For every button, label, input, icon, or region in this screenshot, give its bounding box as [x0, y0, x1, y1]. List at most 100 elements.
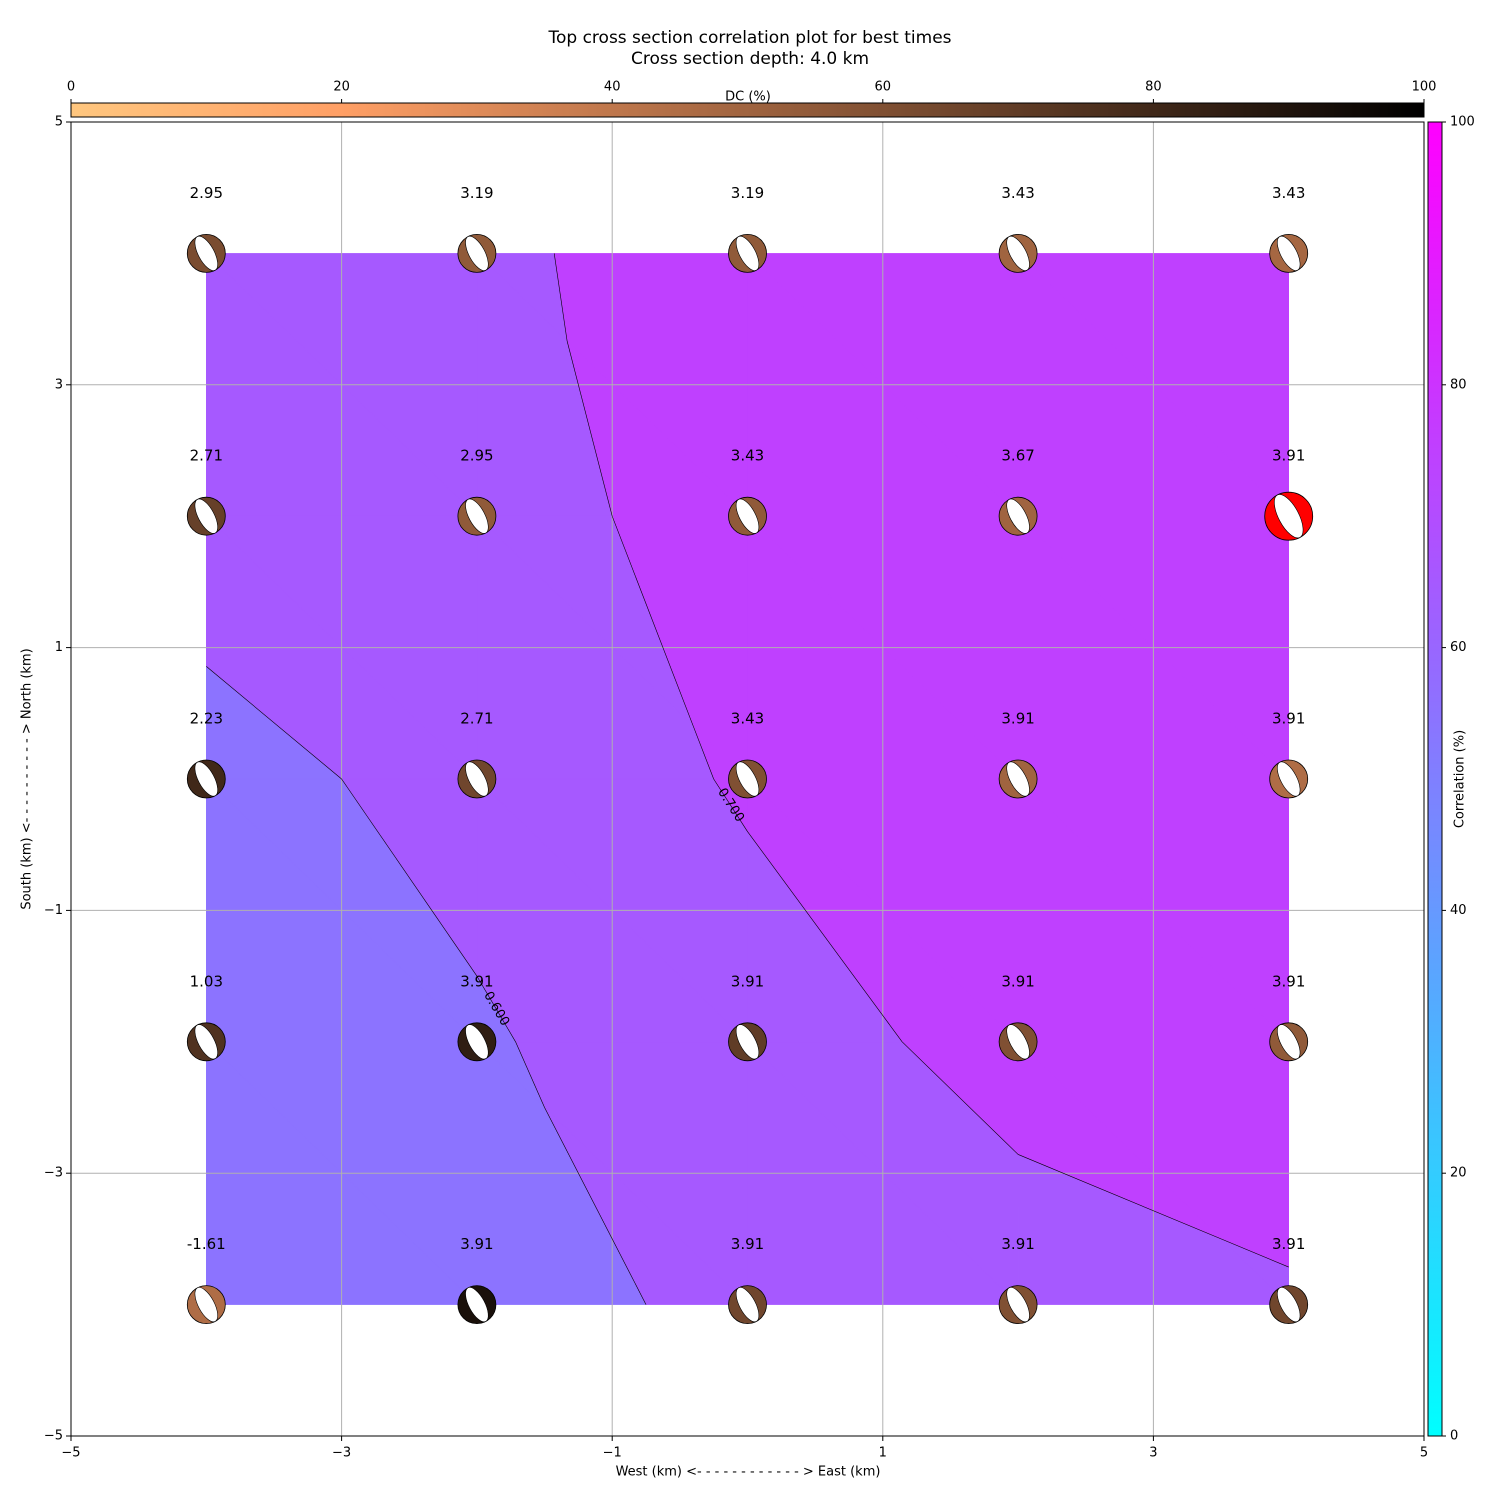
beachball: [457, 1285, 497, 1324]
beachball-dilatation: [735, 235, 760, 271]
beachball: [728, 1022, 767, 1062]
x-tick-label: −5: [61, 1446, 80, 1461]
x-tick-label: −1: [603, 1446, 622, 1461]
beachball-dilatation: [1277, 235, 1301, 271]
x-tick-label: −3: [332, 1446, 351, 1461]
time-label: 3.43: [731, 710, 764, 728]
y-tick-label: 1: [55, 640, 63, 655]
beachball-dilatation: [735, 1024, 760, 1060]
beachball-dilatation: [194, 1024, 218, 1060]
colorbar-tick-label: 100: [1412, 80, 1437, 95]
time-label: 3.19: [731, 184, 764, 202]
beachball-dilatation: [735, 1287, 760, 1323]
time-label: -1.61: [187, 1235, 226, 1253]
colorbar-tick-label: 80: [1450, 377, 1467, 392]
correlation-colorbar: [1427, 121, 1443, 1437]
beachball: [728, 1285, 767, 1324]
contour-line: [747, 831, 903, 1042]
time-label: 3.91: [1272, 1235, 1305, 1253]
beachball-dilatation: [1277, 1024, 1301, 1060]
time-label: 2.71: [190, 447, 223, 465]
beachball: [186, 233, 226, 273]
time-label: 3.43: [731, 447, 764, 465]
x-tick-label: 1: [879, 1446, 887, 1461]
contour-line: [206, 666, 342, 780]
time-label: 3.91: [1272, 447, 1305, 465]
beachball-dilatation: [465, 1024, 489, 1060]
beachball-dilatation: [194, 235, 218, 271]
beachball-dilatation: [735, 761, 760, 797]
beachball: [728, 496, 767, 536]
time-label: 2.23: [190, 710, 223, 728]
time-label: 2.95: [190, 184, 223, 202]
beachball: [1269, 1285, 1309, 1324]
time-label: 3.91: [1272, 710, 1305, 728]
beachball: [998, 1285, 1038, 1324]
beachball: [186, 1285, 226, 1324]
beachball: [998, 1022, 1038, 1062]
time-label: 3.91: [460, 1235, 493, 1253]
beachball-dilatation: [1006, 498, 1030, 534]
colorbar-tick-label: 60: [875, 80, 892, 95]
time-label: 3.91: [460, 972, 493, 990]
time-label: 3.91: [1001, 710, 1034, 728]
beachball-dilatation: [1277, 1287, 1301, 1323]
beachball-dilatation: [194, 498, 218, 534]
contour-line: [1017, 1154, 1222, 1240]
colorbar-tick-label: 20: [333, 80, 350, 95]
beachball: [1269, 233, 1309, 273]
colorbar-tick-label: 0: [67, 80, 75, 95]
time-label: 1.03: [190, 972, 223, 990]
beachball: [457, 496, 497, 536]
time-label: 3.91: [1001, 972, 1034, 990]
x-axis-label: West (km) <- - - - - - - - - - - - > Eas…: [616, 1465, 881, 1480]
time-label: 2.71: [460, 710, 493, 728]
colorbar-tick-label: 0: [1450, 1429, 1458, 1444]
beachball: [1264, 491, 1314, 541]
colorbar-tick-label: 100: [1450, 115, 1475, 130]
contour-line: [566, 340, 613, 517]
x-tick-label: 5: [1420, 1446, 1428, 1461]
chart-title: Top cross section correlation plot for b…: [547, 28, 951, 48]
beachball-dilatation: [1006, 1024, 1030, 1060]
beachball: [186, 1022, 226, 1062]
y-tick-label: 3: [55, 377, 63, 392]
beachball: [998, 233, 1038, 273]
beachball: [457, 1022, 497, 1062]
beachball: [457, 759, 497, 799]
time-label: 3.67: [1001, 447, 1034, 465]
contour-line: [713, 778, 748, 832]
dc-colorbar: [70, 102, 1425, 118]
beachball-dilatation: [1006, 1287, 1030, 1323]
colorbar-tick-label: 40: [1450, 903, 1467, 918]
beachball-dilatation: [194, 761, 218, 797]
y-tick-label: −1: [44, 903, 63, 918]
beachball-dilatation: [194, 1287, 218, 1323]
contour-line: [693, 726, 714, 780]
beachball-dilatation: [1274, 494, 1304, 539]
beachball-dilatation: [735, 498, 760, 534]
colorbar-tick-label: 40: [604, 80, 621, 95]
time-label: 3.43: [1001, 184, 1034, 202]
contour-line: [611, 516, 694, 727]
correlation-colorbar-label: Correlation (%): [1453, 730, 1468, 828]
colorbar-tick-label: 20: [1450, 1166, 1467, 1181]
beachball: [998, 759, 1038, 799]
time-label: 3.19: [460, 184, 493, 202]
x-tick-label: 3: [1149, 1446, 1157, 1461]
colorbar-tick-label: 80: [1145, 80, 1162, 95]
plot-frame: [70, 121, 1425, 1437]
beachball: [186, 759, 226, 799]
y-tick-label: −5: [44, 1429, 63, 1444]
chart-subtitle: Cross section depth: 4.0 km: [631, 49, 869, 69]
contour-line: [553, 253, 568, 342]
beachball-dilatation: [465, 498, 489, 534]
beachball: [1269, 759, 1309, 799]
contour-line: [1220, 1238, 1289, 1268]
beachball-dilatation: [1006, 235, 1030, 271]
y-tick-label: −3: [44, 1166, 63, 1181]
contour-line: [544, 1107, 647, 1305]
contour-line: [341, 778, 478, 977]
beachball: [1269, 1022, 1309, 1062]
beachball-dilatation: [465, 1287, 489, 1323]
